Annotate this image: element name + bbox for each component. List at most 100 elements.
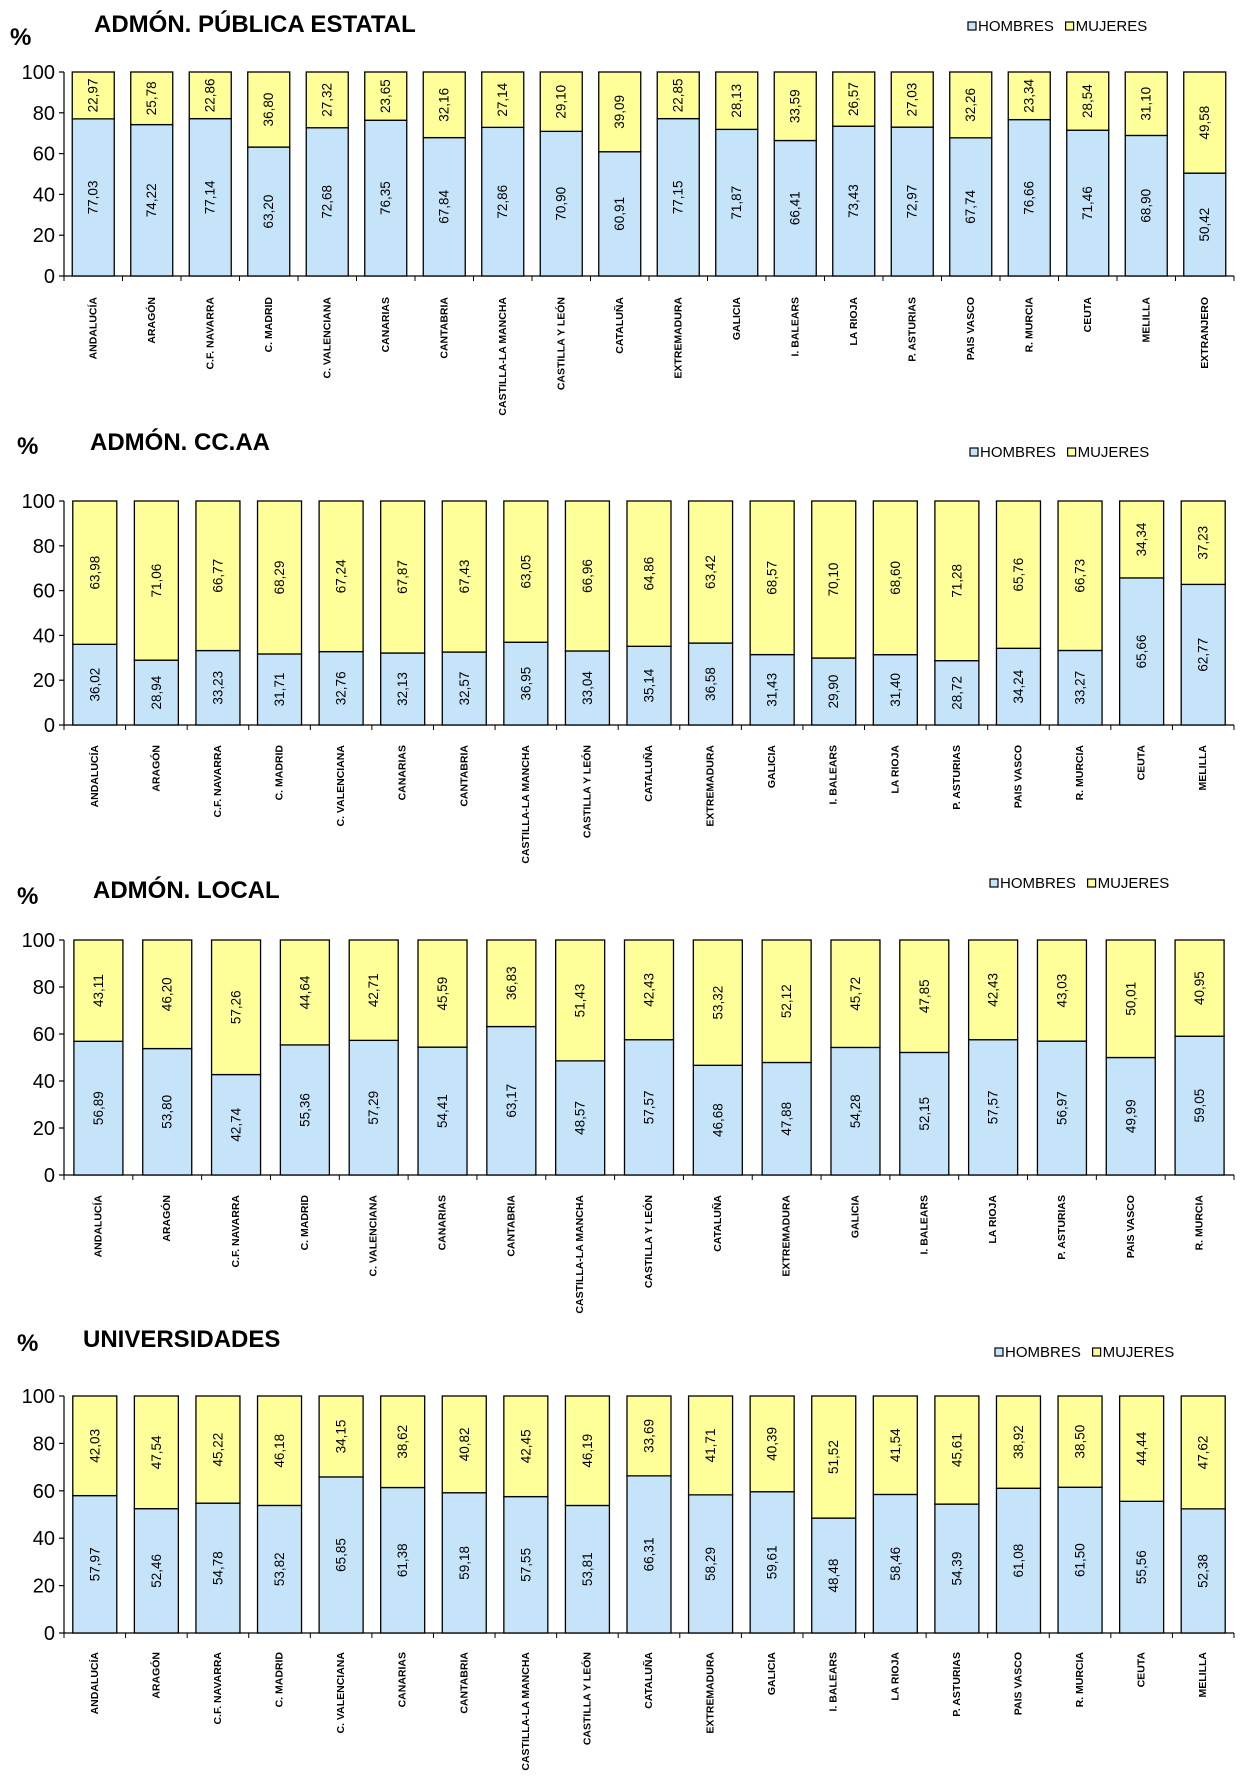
- data-label-mujeres: 31,10: [1139, 87, 1154, 121]
- data-label-hombres: 52,46: [149, 1554, 164, 1588]
- data-label-hombres: 54,28: [848, 1094, 863, 1128]
- bar-hombres: [441, 651, 487, 726]
- bar-hombres: [256, 653, 303, 726]
- data-label-hombres: 59,61: [765, 1545, 780, 1579]
- bar-mujeres: [71, 71, 115, 120]
- bar-hombres: [364, 119, 408, 277]
- data-label-hombres: 65,85: [334, 1538, 349, 1572]
- x-tick-label: CASTILLA-LA MANCHA: [520, 745, 532, 864]
- data-label-mujeres: 36,83: [504, 966, 519, 1000]
- bar-mujeres: [995, 500, 1042, 649]
- data-label-hombres: 66,41: [788, 191, 803, 225]
- data-label-mujeres: 71,28: [949, 564, 964, 598]
- y-tick-label: 40: [33, 1528, 55, 1550]
- data-label-mujeres: 22,85: [671, 78, 686, 112]
- data-label-hombres: 58,46: [888, 1547, 903, 1581]
- data-label-hombres: 61,38: [395, 1543, 410, 1577]
- x-tick-label: P. ASTURIAS: [1056, 1195, 1068, 1260]
- x-tick-label: LA RIOJA: [848, 297, 860, 346]
- x-tick-label: GALICIA: [849, 1195, 861, 1239]
- bar-hombres: [247, 146, 291, 277]
- data-label-hombres: 28,94: [149, 675, 164, 709]
- data-label-hombres: 76,66: [1022, 181, 1037, 215]
- bar-mujeres: [761, 939, 812, 1064]
- data-label-mujeres: 46,20: [160, 977, 175, 1011]
- data-label-mujeres: 42,71: [366, 973, 381, 1007]
- legend-label-mujeres: MUJERES: [1098, 875, 1170, 892]
- data-label-hombres: 58,29: [703, 1547, 718, 1581]
- data-label-hombres: 54,78: [210, 1551, 225, 1585]
- bar-mujeres: [503, 500, 549, 643]
- data-label-mujeres: 43,11: [91, 974, 106, 1007]
- x-tick-label: CASTILLA Y LEÓN: [554, 297, 567, 390]
- bar-mujeres: [1174, 939, 1225, 1037]
- bar-mujeres: [626, 500, 672, 647]
- data-label-mujeres: 38,50: [1073, 1425, 1088, 1459]
- legend-swatch-hombres: [994, 1347, 1004, 1357]
- bar-hombres: [503, 1495, 549, 1634]
- x-tick-label: CASTILLA-LA MANCHA: [520, 1652, 532, 1771]
- bar-mujeres: [380, 500, 426, 654]
- x-tick-label: P. ASTURIAS: [951, 1652, 963, 1717]
- bar-mujeres: [142, 939, 193, 1050]
- bar-hombres: [73, 1040, 124, 1176]
- bar-hombres: [687, 642, 734, 726]
- bar-hombres: [564, 1504, 611, 1634]
- x-tick-label: ANDALUCÍA: [86, 297, 99, 360]
- legend-label-mujeres: MUJERES: [1076, 18, 1148, 35]
- y-tick-label: 60: [33, 1481, 55, 1503]
- bar-hombres: [623, 1039, 675, 1176]
- y-tick-label: 100: [22, 62, 55, 84]
- data-label-hombres: 28,72: [949, 676, 964, 710]
- data-label-hombres: 35,14: [642, 668, 657, 702]
- data-label-mujeres: 68,57: [765, 561, 780, 595]
- y-tick-label: 100: [22, 1386, 55, 1408]
- y-tick-label: 80: [33, 977, 55, 999]
- data-label-hombres: 77,03: [86, 181, 101, 215]
- chart-title: UNIVERSIDADES: [83, 1326, 280, 1353]
- data-label-mujeres: 38,92: [1011, 1425, 1026, 1459]
- bar-mujeres: [72, 500, 118, 645]
- x-tick-label: CEUTA: [1136, 745, 1148, 781]
- bar-hombres: [1057, 649, 1103, 726]
- x-tick-label: I. BALEARS: [918, 1195, 930, 1255]
- x-tick-label: PAIS VASCO: [1125, 1195, 1137, 1258]
- x-tick-label: CANARIAS: [437, 1195, 449, 1250]
- legend-swatch-mujeres: [1086, 878, 1097, 888]
- data-label-hombres: 49,99: [1123, 1099, 1138, 1133]
- legend-swatch-hombres: [967, 21, 977, 31]
- y-tick-label: 20: [33, 1576, 55, 1598]
- data-label-mujeres: 44,44: [1134, 1431, 1149, 1465]
- bar-mujeres: [934, 1395, 980, 1505]
- bar-hombres: [503, 641, 549, 726]
- data-label-mujeres: 41,71: [703, 1429, 718, 1463]
- data-label-mujeres: 46,19: [580, 1434, 595, 1468]
- data-label-hombres: 77,14: [203, 180, 218, 214]
- bar-mujeres: [247, 71, 291, 148]
- chart-panel-2: ADMÓN. CC.AA% HOMBRES MUJERES 0 20 40 60 80 100 3…: [17, 428, 1235, 864]
- data-label-hombres: 60,91: [612, 197, 627, 231]
- x-tick-label: P. ASTURIAS: [951, 745, 963, 810]
- data-label-mujeres: 49,58: [1197, 106, 1212, 140]
- bar-hombres: [1105, 1056, 1156, 1176]
- bar-mujeres: [564, 500, 611, 652]
- data-label-mujeres: 43,03: [1054, 974, 1069, 1008]
- bar-mujeres: [72, 1395, 118, 1497]
- bar-mujeres: [899, 939, 950, 1054]
- x-tick-label: C.F. NAVARRA: [230, 1195, 242, 1268]
- bar-mujeres: [1118, 1395, 1165, 1502]
- bar-mujeres: [133, 1395, 180, 1510]
- x-tick-label: CANTABRIA: [505, 1195, 517, 1257]
- y-tick-label: 0: [44, 715, 55, 737]
- data-label-mujeres: 47,85: [917, 979, 932, 1013]
- data-label-hombres: 57,57: [986, 1090, 1001, 1124]
- bar-mujeres: [656, 71, 700, 120]
- bar-mujeres: [130, 71, 174, 126]
- data-label-hombres: 55,36: [297, 1093, 312, 1127]
- y-axis-label: %: [17, 1330, 38, 1357]
- bar-mujeres: [318, 1395, 364, 1478]
- data-label-mujeres: 40,39: [765, 1427, 780, 1461]
- bar-mujeres: [564, 1395, 611, 1507]
- data-label-mujeres: 53,32: [710, 986, 725, 1020]
- x-tick-label: CANTABRIA: [458, 745, 470, 807]
